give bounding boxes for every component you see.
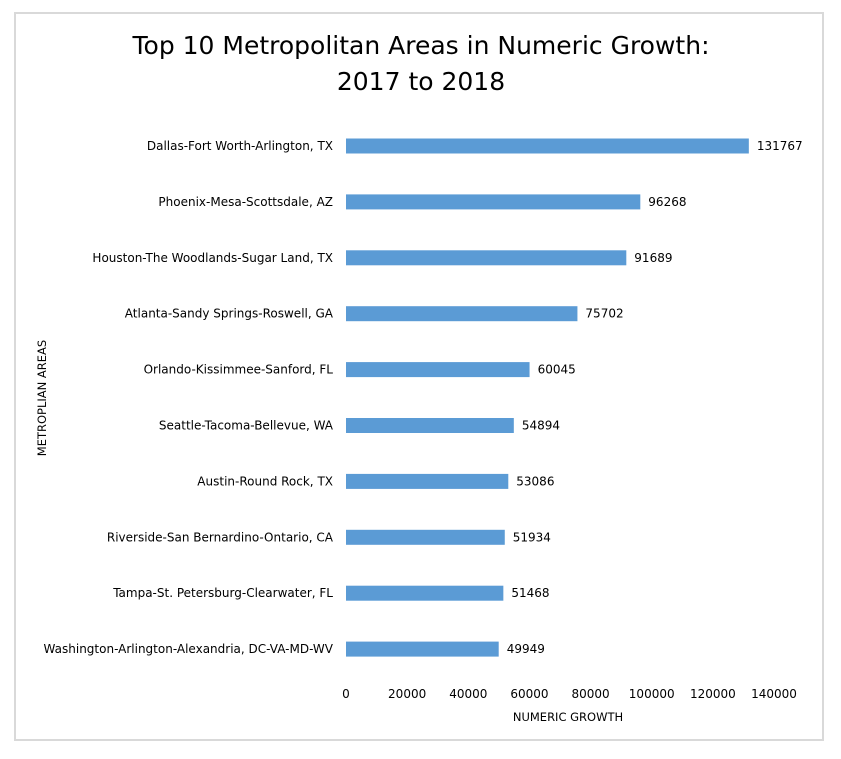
x-tick-label: 40000 bbox=[449, 687, 487, 701]
data-label: 51934 bbox=[513, 530, 551, 544]
data-label: 75702 bbox=[585, 307, 623, 321]
x-axis-title: NUMERIC GROWTH bbox=[513, 710, 623, 724]
category-label: Austin-Round Rock, TX bbox=[197, 474, 333, 488]
bar bbox=[346, 585, 504, 601]
category-label: Orlando-Kissimmee-Sanford, FL bbox=[144, 363, 334, 377]
x-tick-label: 140000 bbox=[751, 687, 797, 701]
bar bbox=[346, 418, 514, 433]
category-label: Washington-Arlington-Alexandria, DC-VA-M… bbox=[44, 642, 334, 656]
bar bbox=[346, 138, 749, 154]
bar bbox=[346, 362, 530, 378]
data-label: 54894 bbox=[522, 419, 560, 433]
data-label: 131767 bbox=[757, 139, 803, 153]
category-label: Dallas-Fort Worth-Arlington, TX bbox=[147, 139, 333, 153]
data-label: 49949 bbox=[507, 642, 545, 656]
category-label: Tampa-St. Petersburg-Clearwater, FL bbox=[112, 586, 333, 600]
bar bbox=[346, 473, 509, 489]
data-label: 53086 bbox=[516, 474, 554, 488]
y-axis-title: METROPLIAN AREAS bbox=[35, 340, 49, 456]
x-tick-label: 60000 bbox=[510, 687, 548, 701]
data-label: 91689 bbox=[634, 251, 672, 265]
category-label: Atlanta-Sandy Springs-Roswell, GA bbox=[125, 307, 334, 321]
bar bbox=[346, 194, 641, 210]
category-label: Phoenix-Mesa-Scottsdale, AZ bbox=[158, 195, 333, 209]
data-label: 60045 bbox=[538, 363, 576, 377]
chart-title-line-2: 2017 to 2018 bbox=[337, 67, 505, 96]
data-label: 51468 bbox=[511, 586, 549, 600]
category-label: Seattle-Tacoma-Bellevue, WA bbox=[159, 419, 334, 433]
bar bbox=[346, 306, 578, 322]
bar bbox=[346, 641, 499, 657]
x-tick-label: 100000 bbox=[629, 687, 675, 701]
category-label: Houston-The Woodlands-Sugar Land, TX bbox=[92, 251, 333, 265]
x-tick-label: 0 bbox=[342, 687, 350, 701]
x-tick-label: 80000 bbox=[571, 687, 609, 701]
bar bbox=[346, 250, 627, 266]
x-tick-label: 120000 bbox=[690, 687, 736, 701]
category-label: Riverside-San Bernardino-Ontario, CA bbox=[107, 530, 334, 544]
data-label: 96268 bbox=[648, 195, 686, 209]
bar bbox=[346, 529, 505, 545]
x-tick-label: 20000 bbox=[388, 687, 426, 701]
chart-title-line-1: Top 10 Metropolitan Areas in Numeric Gro… bbox=[132, 31, 710, 60]
